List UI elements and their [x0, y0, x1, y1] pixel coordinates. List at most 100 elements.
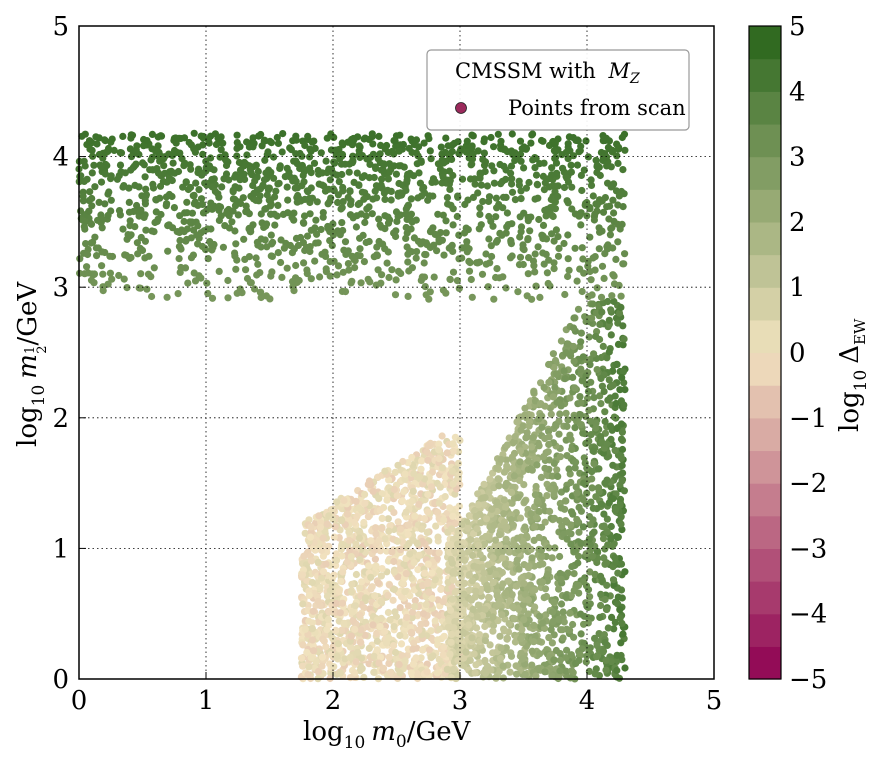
scatter-point [586, 361, 594, 369]
scatter-point [573, 489, 581, 497]
scatter-point [553, 398, 561, 406]
scatter-point [462, 148, 470, 156]
scatter-point [404, 530, 412, 538]
scatter-point [199, 150, 207, 158]
scatter-point [317, 225, 325, 234]
scatter-point [127, 166, 135, 174]
scatter-point [99, 215, 107, 224]
scatter-point [503, 462, 511, 470]
scatter-point [603, 605, 611, 614]
scatter-point [617, 303, 625, 311]
scatter-point [584, 387, 593, 396]
scatter-point [368, 210, 376, 218]
scatter-point [448, 467, 456, 475]
scatter-point [530, 621, 538, 630]
scatter-point [550, 656, 558, 664]
scatter-point [584, 394, 592, 402]
scatter-point [553, 370, 561, 378]
scatter-point [532, 482, 540, 491]
scatter-point [443, 509, 451, 517]
scatter-point [154, 142, 162, 150]
scatter-point [601, 417, 609, 426]
scatter-point [403, 613, 411, 622]
scatter-point [311, 144, 319, 152]
scatter-point [545, 378, 553, 386]
colorbar-segment [749, 319, 781, 354]
scatter-point [323, 134, 331, 142]
scatter-point [609, 576, 618, 584]
scatter-point [453, 277, 461, 285]
scatter-point [541, 179, 549, 187]
scatter-point [396, 525, 405, 533]
scatter-point [360, 673, 368, 682]
scatter-point [516, 458, 524, 466]
scatter-point [401, 657, 409, 665]
scatter-point [583, 489, 591, 497]
scatter-point [313, 230, 321, 238]
scatter-point [576, 393, 584, 401]
scatter-point [231, 173, 239, 181]
scatter-point [304, 671, 312, 679]
scatter-point [506, 254, 515, 262]
scatter-point [561, 375, 569, 383]
scatter-point [361, 499, 369, 507]
scatter-point [378, 184, 386, 192]
scatter-point [556, 656, 564, 664]
scatter-point [588, 468, 596, 476]
scatter-point [587, 431, 595, 439]
scatter-point [97, 178, 106, 186]
scatter-point [391, 291, 400, 299]
scatter-point [476, 210, 484, 218]
scatter-point [409, 645, 417, 653]
scatter-point [388, 266, 396, 274]
scatter-point [303, 232, 312, 240]
scatter-point [318, 181, 326, 189]
scatter-point [567, 161, 575, 169]
scatter-point [593, 284, 601, 292]
scatter-point [435, 625, 443, 633]
y-tick-label: 4 [52, 143, 69, 173]
scatter-point [316, 523, 324, 531]
scatter-point [415, 626, 423, 634]
scatter-point [128, 131, 137, 139]
scatter-point [447, 606, 455, 614]
scatter-point [480, 149, 488, 157]
scatter-point [101, 170, 109, 178]
scatter-point [272, 187, 280, 195]
scatter-point [394, 461, 402, 469]
scatter-point [348, 608, 356, 616]
plot-frame [78, 25, 715, 680]
scatter-point [312, 657, 320, 666]
scatter-point [281, 173, 289, 181]
scatter-point [597, 500, 606, 508]
scatter-point [607, 306, 615, 314]
scatter-point [381, 627, 389, 636]
scatter-point [599, 647, 608, 655]
scatter-point [378, 565, 386, 573]
scatter-point [97, 163, 105, 171]
scatter-point [524, 610, 532, 618]
scatter-point [330, 663, 338, 671]
scatter-point [468, 577, 476, 585]
scatter-point [461, 556, 469, 565]
scatter-point [590, 350, 598, 358]
scatter-point [314, 667, 323, 676]
scatter-point [580, 612, 588, 620]
scatter-point [490, 179, 498, 187]
scatter-point [245, 143, 253, 151]
scatter-point [460, 229, 469, 237]
scatter-point [571, 424, 579, 432]
scatter-point [314, 558, 322, 566]
scatter-point [575, 656, 583, 665]
scatter-point [252, 254, 260, 262]
x-tick-label: 2 [325, 686, 342, 716]
scatter-point [550, 598, 558, 606]
scatter-point [392, 170, 400, 178]
scatter-point [362, 212, 370, 220]
scatter-point [587, 176, 595, 184]
scatter-point [408, 497, 416, 505]
scatter-point [442, 229, 450, 237]
scatter-point [541, 518, 549, 526]
scatter-point [326, 176, 334, 184]
scatter-point [435, 446, 443, 454]
